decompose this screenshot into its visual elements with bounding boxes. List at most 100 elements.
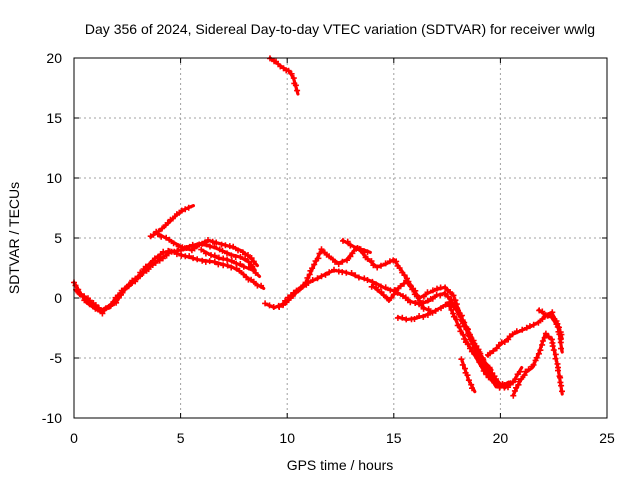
data-point (326, 253, 333, 260)
data-point (480, 368, 487, 374)
data-point (164, 219, 171, 226)
data-point (250, 266, 257, 273)
data-point (273, 58, 279, 65)
data-point (283, 299, 290, 306)
data-point (228, 257, 235, 264)
data-point (558, 382, 565, 389)
data-point (170, 240, 177, 247)
data-point (163, 252, 170, 259)
data-point (537, 347, 544, 354)
y-tick-label: -10 (42, 410, 62, 426)
data-point (397, 283, 404, 290)
data-point (364, 249, 371, 256)
data-point (215, 261, 222, 268)
data-point (309, 277, 316, 283)
data-point (482, 361, 489, 368)
data-point (550, 347, 557, 354)
data-point (485, 374, 492, 381)
data-point (250, 258, 257, 265)
data-point (115, 292, 122, 299)
data-point (348, 270, 355, 276)
data-point (382, 260, 389, 267)
data-point (539, 341, 546, 348)
data-point (276, 304, 283, 310)
data-point (453, 316, 460, 323)
data-point (190, 255, 197, 262)
data-point (311, 261, 318, 268)
y-axis-label: SDTVAR / TECUs (6, 182, 22, 294)
data-point (551, 316, 558, 323)
data-point (201, 239, 208, 246)
data-point (432, 307, 439, 314)
data-point (530, 361, 537, 368)
x-tick-labels: 0 5 10 15 20 25 (70, 430, 615, 446)
data-point (285, 67, 292, 74)
data-point (215, 254, 222, 261)
data-point (360, 248, 367, 255)
data-point (140, 269, 147, 276)
data-point (510, 392, 517, 399)
data-point (183, 245, 190, 251)
data-point (289, 292, 296, 299)
data-point (145, 266, 152, 273)
data-point (199, 257, 206, 264)
series-arc-4 (154, 231, 259, 268)
data-point (509, 379, 516, 386)
data-point (158, 233, 165, 240)
data-point (78, 291, 85, 298)
data-point (459, 361, 466, 368)
data-point (447, 289, 454, 295)
data-point (511, 387, 518, 394)
data-point (224, 256, 231, 263)
data-point (316, 250, 323, 257)
data-point (318, 273, 325, 280)
data-point (377, 283, 384, 290)
y-tick-label: 0 (54, 290, 62, 306)
data-point (467, 345, 473, 352)
data-point (344, 238, 351, 245)
data-point (270, 304, 277, 310)
data-point (539, 316, 546, 323)
data-point (357, 246, 364, 253)
data-point (408, 283, 414, 290)
data-point (535, 319, 542, 326)
data-point (380, 292, 387, 299)
data-point (163, 234, 170, 241)
data-point (501, 339, 508, 345)
y-tick-labels: -10 -5 0 5 10 15 20 (42, 50, 62, 426)
data-point (245, 258, 252, 265)
data-point (224, 250, 230, 257)
data-point (475, 346, 482, 353)
data-point (292, 82, 299, 89)
x-tick-label: 20 (493, 430, 509, 446)
data-point (390, 257, 397, 264)
data-point (354, 245, 361, 251)
data-point (480, 356, 487, 363)
data-point (290, 75, 297, 82)
data-point (452, 297, 459, 304)
data-traces (71, 55, 565, 399)
data-point (403, 316, 410, 323)
data-point (102, 305, 109, 312)
data-point (412, 300, 419, 306)
data-point (477, 350, 484, 357)
axis-ticks (73, 57, 608, 419)
data-point (437, 292, 444, 299)
data-point (495, 380, 502, 387)
y-tick-label: 10 (46, 170, 62, 186)
data-point (154, 231, 161, 238)
data-point (185, 204, 192, 211)
data-point (182, 206, 189, 213)
data-point (469, 385, 475, 392)
data-point (186, 253, 193, 260)
data-point (429, 287, 436, 294)
data-point (169, 215, 176, 222)
data-point (237, 261, 244, 267)
data-point (322, 271, 329, 278)
data-point (277, 63, 284, 70)
data-point (536, 307, 543, 314)
data-point (326, 269, 333, 276)
data-point (521, 372, 528, 379)
data-point (125, 283, 132, 290)
